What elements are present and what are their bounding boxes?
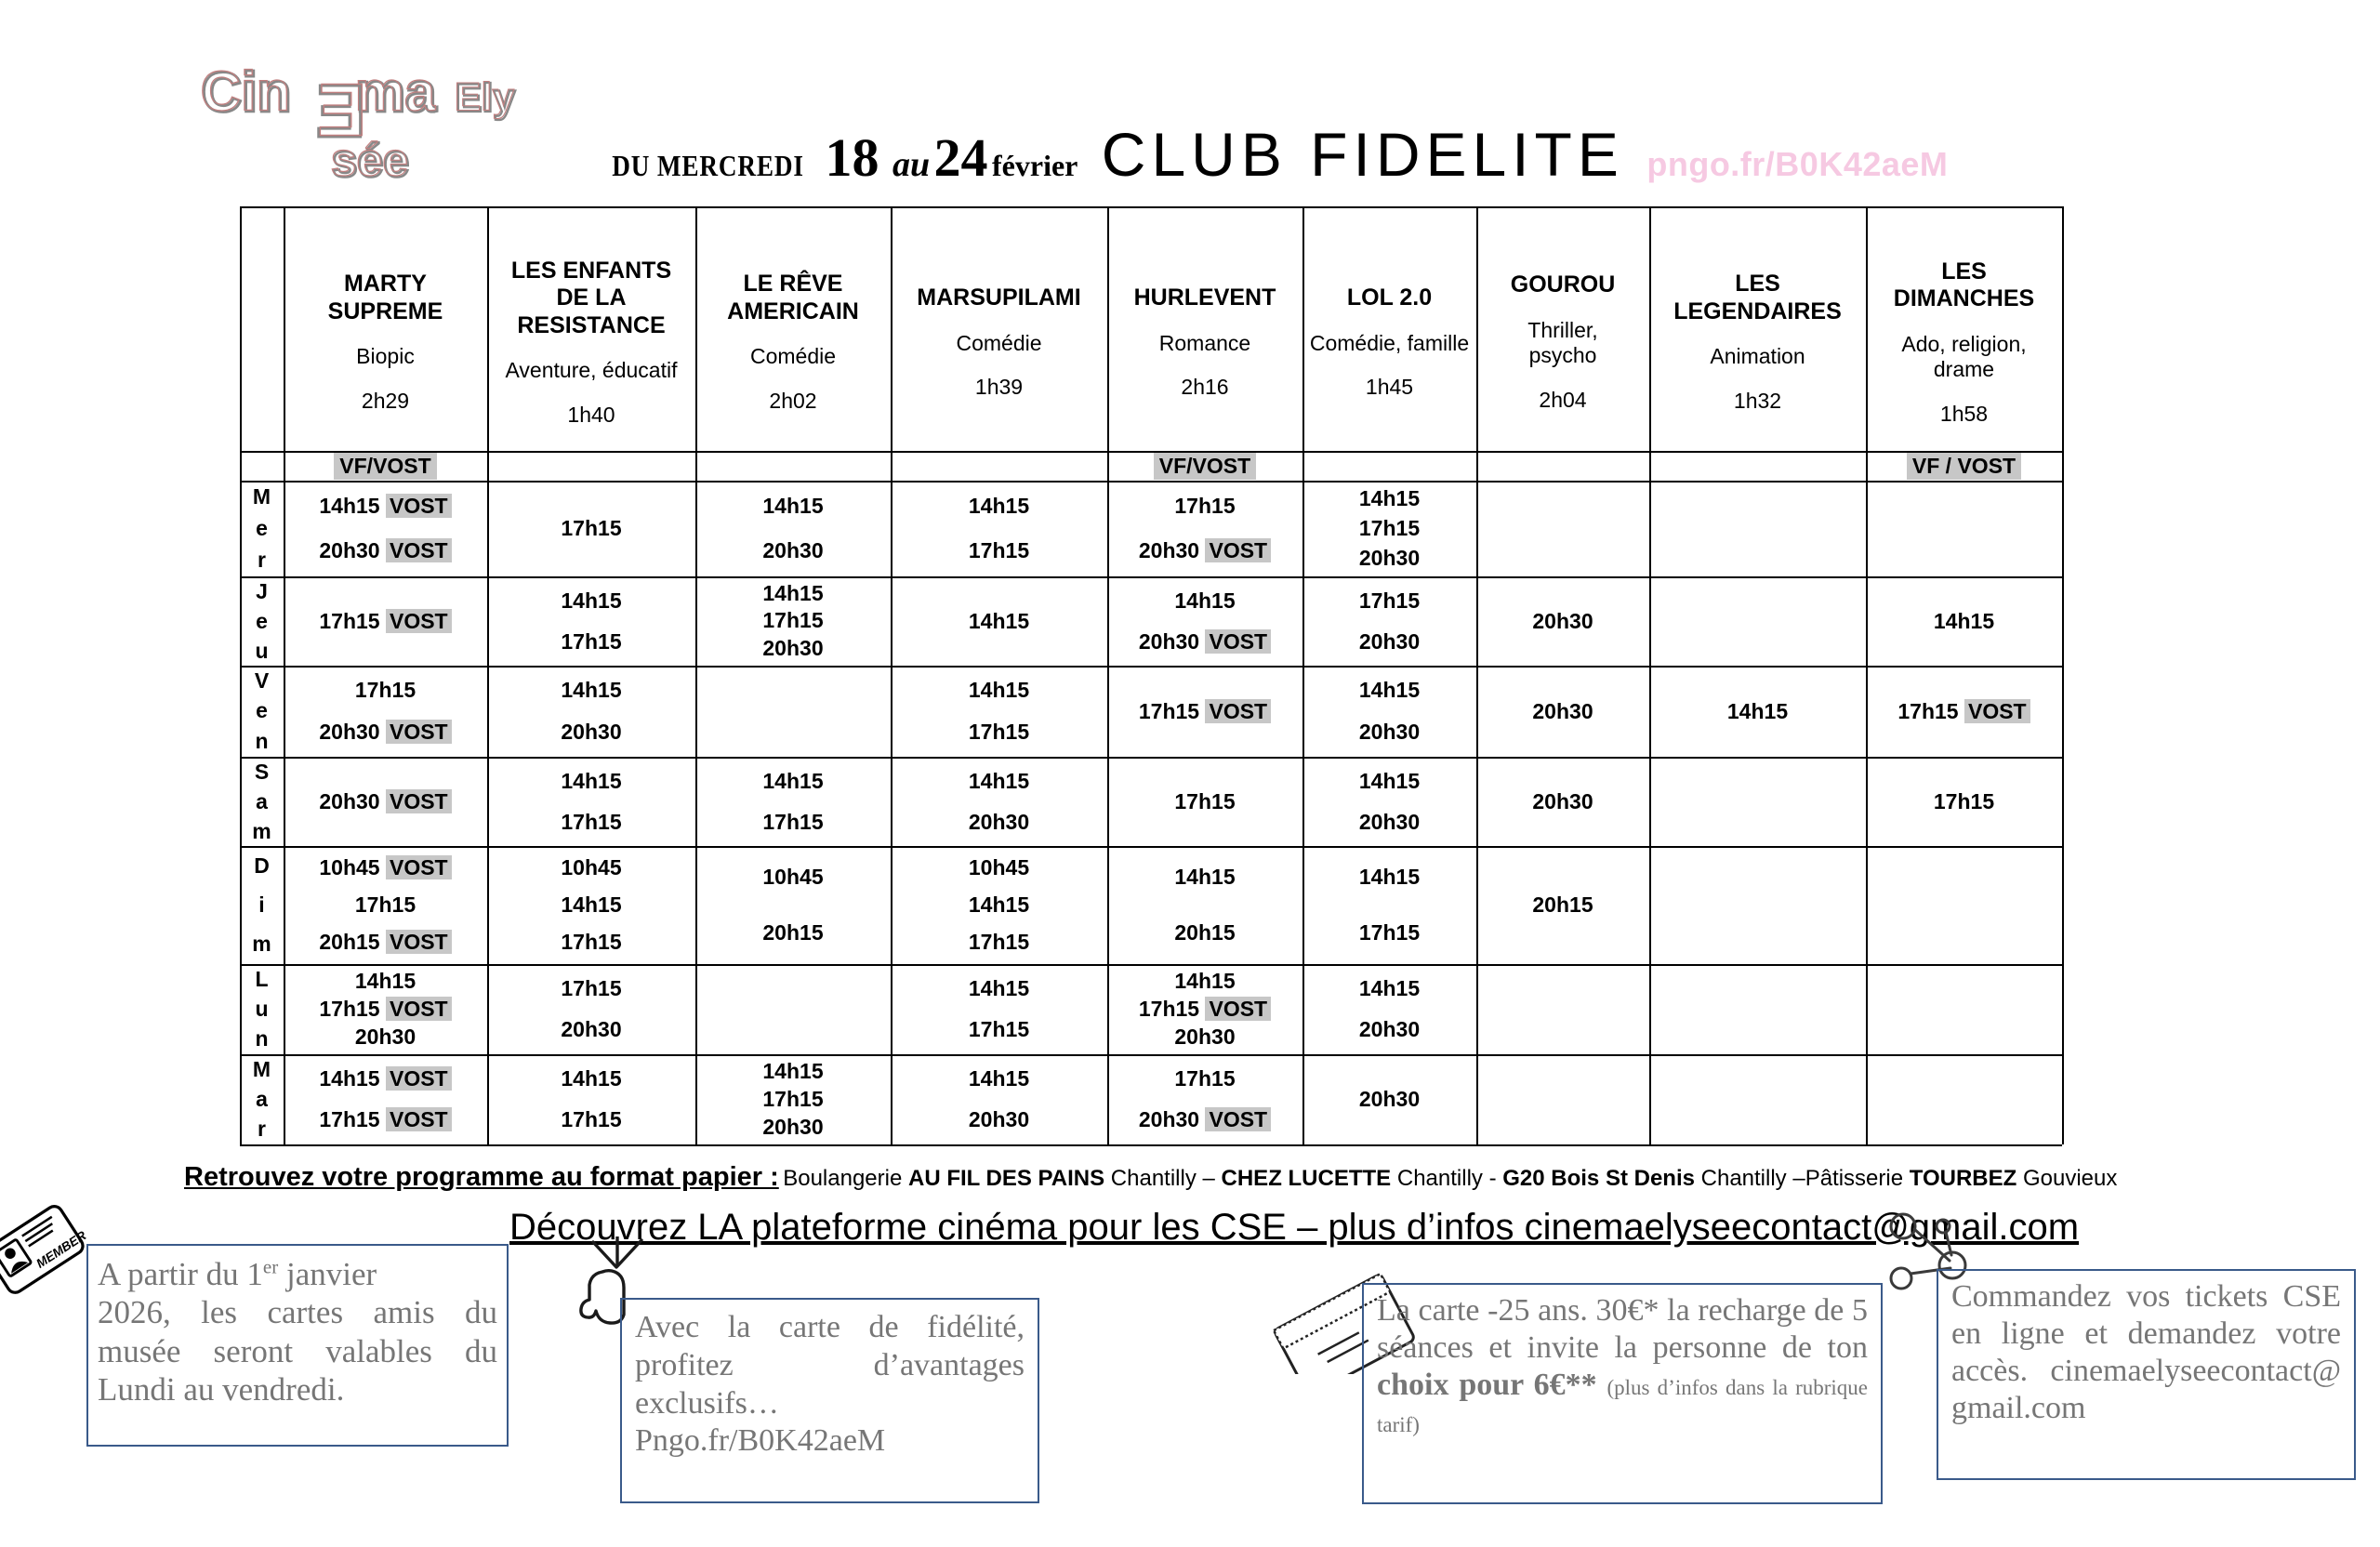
svg-text:Cin: Cin	[200, 60, 290, 122]
svg-text:Ely: Ely	[455, 75, 515, 120]
svg-text:E: E	[317, 68, 366, 151]
